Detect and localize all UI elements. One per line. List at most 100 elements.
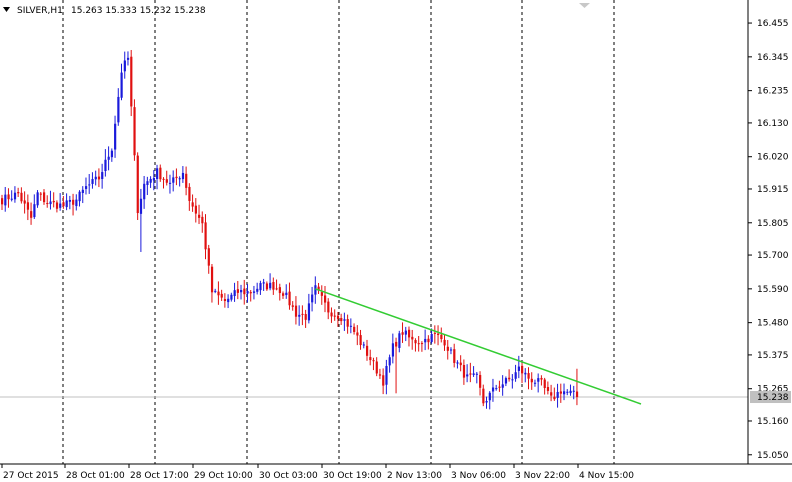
candle [275, 279, 278, 291]
candle-body [165, 179, 168, 183]
candle [307, 293, 311, 324]
candle [272, 277, 275, 295]
candle [136, 152, 139, 220]
candle-body [191, 202, 194, 207]
candle [278, 283, 281, 301]
candle [78, 190, 81, 207]
candle-body [340, 318, 343, 322]
candle [139, 188, 143, 252]
candle-body [433, 332, 437, 334]
candle [68, 195, 72, 210]
candle-body [162, 178, 165, 180]
candle-body [110, 150, 114, 158]
candle [508, 369, 511, 382]
candle-body [114, 123, 117, 150]
candle-body [198, 214, 201, 218]
candle [504, 376, 508, 387]
candle [356, 325, 359, 346]
candle [420, 341, 424, 352]
candle [191, 194, 194, 212]
candle [485, 396, 488, 409]
candle [304, 309, 307, 328]
candle-body [201, 216, 204, 224]
candle [327, 298, 330, 320]
candle-body [311, 294, 314, 303]
candle [20, 187, 23, 204]
candle-body [521, 365, 524, 374]
candle-body [504, 378, 508, 384]
candle [156, 164, 159, 190]
candle-body [126, 57, 130, 60]
candle-body [395, 341, 398, 347]
candle-body [427, 338, 430, 343]
candle-body [104, 159, 107, 171]
candle [52, 192, 55, 208]
candle-body [240, 290, 243, 293]
candle-body [356, 332, 359, 336]
candle-body [453, 349, 456, 363]
candle [252, 285, 256, 300]
candle-body [256, 288, 259, 292]
time-label: 30 Oct 19:00 [323, 471, 382, 481]
candle [340, 313, 343, 325]
candle-body [508, 377, 511, 380]
time-label: 4 Nov 15:00 [579, 471, 634, 481]
candle [491, 378, 495, 402]
candle-body [566, 391, 569, 393]
candle-body [530, 378, 533, 383]
candle-body [550, 392, 553, 396]
candle-body [304, 314, 307, 320]
candle-body [333, 315, 336, 317]
candle-body [440, 334, 443, 340]
time-axis: 27 Oct 2015 28 Oct 01:00 28 Oct 17:00 29 Oc… [1, 464, 634, 481]
candle-body [13, 192, 17, 200]
candle [230, 292, 233, 302]
candle-body [78, 191, 81, 202]
candle-body [7, 194, 10, 200]
candle [55, 200, 59, 213]
dropdown-arrow-icon[interactable] [3, 7, 10, 12]
candle-body [540, 377, 543, 380]
scroll-marker-icon[interactable] [579, 3, 590, 8]
candle-body [514, 372, 517, 379]
trendline[interactable] [315, 288, 642, 405]
candle [168, 174, 172, 194]
candle [201, 211, 204, 233]
candle-body [443, 339, 446, 346]
candle [288, 282, 291, 310]
candle [437, 325, 440, 346]
candle [395, 337, 398, 394]
trendline-group[interactable] [315, 288, 642, 405]
candle-body [39, 193, 42, 195]
candle [172, 170, 175, 192]
time-label: 29 Oct 10:00 [194, 471, 253, 481]
candle-body [359, 335, 362, 346]
price-tag [750, 391, 791, 404]
candle [543, 377, 546, 395]
candle [88, 174, 91, 194]
candle [495, 384, 498, 391]
candle-body [282, 293, 285, 296]
candle-body [230, 294, 233, 300]
candle-body [353, 326, 356, 332]
candle [401, 322, 404, 343]
candle [475, 371, 479, 384]
candle-body [533, 382, 537, 384]
candle [26, 194, 30, 221]
candle-body [52, 200, 55, 203]
candle [449, 347, 453, 355]
candle-body [84, 186, 88, 189]
candle-body [152, 177, 156, 181]
candle [427, 335, 430, 350]
candle-body [178, 178, 181, 180]
price-label: 15.480 [757, 319, 789, 329]
candle [249, 289, 252, 302]
candle [375, 357, 378, 377]
price-label: 16.020 [757, 153, 789, 163]
candle-body [136, 155, 139, 214]
candle [265, 281, 269, 291]
candle-body [272, 282, 275, 290]
candle-body [378, 374, 382, 376]
candle [246, 284, 249, 303]
